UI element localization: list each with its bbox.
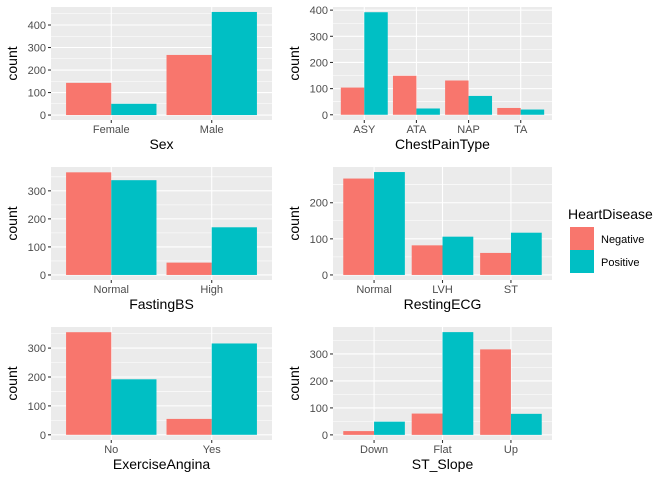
bar-normal-positive [374, 172, 405, 275]
x-tick-label: Normal [356, 284, 391, 296]
bar-normal-negative [66, 172, 112, 275]
y-tick-label: 0 [322, 110, 328, 122]
x-tick-label: Down [360, 444, 388, 456]
x-axis-title: ExerciseAngina [113, 456, 210, 472]
y-tick-label: 300 [310, 31, 328, 43]
x-axis-title: FastingBS [129, 296, 194, 312]
y-axis-title: count [286, 206, 302, 240]
x-tick-label: Flat [433, 444, 451, 456]
y-tick-label: 100 [310, 234, 328, 246]
bar-lvh-negative [411, 245, 443, 275]
bar-ata-negative [392, 75, 417, 115]
y-tick-label: 300 [28, 43, 46, 55]
legend-label-positive: Positive [601, 257, 640, 269]
x-tick-label: Normal [94, 284, 129, 296]
y-tick-label: 400 [28, 20, 46, 32]
y-tick-label: 400 [310, 5, 328, 17]
bar-no-negative [66, 332, 112, 435]
bar-st-negative [480, 252, 511, 275]
y-tick-label: 300 [28, 186, 46, 198]
bar-female-negative [66, 82, 112, 116]
x-tick-label: Yes [203, 444, 221, 456]
panel-chestpaintype: 0 100 200 300 400 ASY ATA NAP TA ChestPainType cou… [286, 5, 552, 152]
y-tick-label: 0 [40, 270, 46, 282]
legend-key-positive [570, 250, 594, 273]
bar-female-positive [111, 103, 157, 116]
bar-normal-positive [111, 180, 157, 275]
bar-high-positive [211, 227, 257, 275]
y-tick-label: 200 [310, 198, 328, 210]
y-tick-label: 100 [28, 401, 46, 413]
legend-label-negative: Negative [601, 234, 644, 246]
y-tick-label: 0 [322, 430, 328, 442]
bar-high-negative [166, 262, 212, 275]
bar-no-positive [111, 379, 157, 435]
x-tick-label: Male [200, 124, 224, 136]
bar-up-negative [480, 349, 511, 435]
bar-yes-positive [211, 343, 257, 435]
x-tick-label: ST [504, 284, 518, 296]
x-axis-title: ChestPainType [395, 136, 490, 152]
y-tick-label: 100 [28, 242, 46, 254]
panel-sex: 0 100 200 300 400 Female Male Sex count [4, 7, 272, 152]
bar-yes-negative [166, 418, 212, 435]
bar-st-positive [510, 232, 542, 275]
x-axis-title: Sex [149, 136, 173, 152]
y-axis-title: count [4, 366, 20, 400]
x-tick-label: High [200, 284, 223, 296]
panel-st_slope: 0 100 200 300 Down Flat Up ST_Slope count [286, 327, 552, 472]
x-tick-label: Female [93, 124, 130, 136]
bar-nap-negative [445, 80, 469, 115]
x-tick-label: TA [514, 124, 528, 136]
x-tick-label: Up [504, 444, 518, 456]
y-tick-label: 200 [28, 65, 46, 77]
bar-flat-negative [411, 413, 443, 435]
y-tick-label: 200 [310, 57, 328, 69]
bar-asy-positive [364, 12, 388, 115]
y-axis-title: count [286, 46, 302, 80]
y-tick-label: 100 [28, 88, 46, 100]
y-tick-label: 100 [310, 84, 328, 96]
x-tick-label: No [104, 444, 118, 456]
y-tick-label: 0 [40, 110, 46, 122]
y-tick-label: 0 [322, 270, 328, 282]
panel-restingecg: 0 100 200 Normal LVH ST RestingECG count [286, 167, 552, 312]
bar-ta-negative [497, 107, 521, 115]
x-tick-label: ASY [353, 124, 376, 136]
y-tick-label: 200 [310, 376, 328, 388]
bar-down-positive [374, 421, 405, 435]
y-tick-label: 300 [28, 343, 46, 355]
bar-normal-negative [343, 178, 375, 275]
y-axis-title: count [286, 366, 302, 400]
bar-nap-positive [468, 95, 493, 115]
x-tick-label: LVH [432, 284, 453, 296]
panel-fastingbs: 0 100 200 300 Normal High FastingBS count [4, 167, 272, 312]
y-tick-label: 100 [310, 403, 328, 415]
x-axis-title: RestingECG [404, 296, 482, 312]
x-axis-title: ST_Slope [412, 456, 474, 472]
bar-down-negative [343, 431, 375, 435]
y-tick-label: 300 [310, 349, 328, 361]
x-tick-label: ATA [407, 124, 427, 136]
bar-male-negative [166, 54, 212, 116]
legend: HeartDisease Negative Positive [568, 206, 653, 273]
y-axis-title: count [4, 46, 20, 80]
x-tick-label: NAP [457, 124, 480, 136]
bar-up-positive [510, 413, 542, 435]
legend-key-negative [570, 227, 594, 250]
y-tick-label: 200 [28, 214, 46, 226]
legend-title: HeartDisease [568, 206, 653, 222]
bar-ata-positive [416, 108, 440, 115]
bar-ta-positive [520, 109, 545, 115]
y-tick-label: 200 [28, 372, 46, 384]
y-tick-label: 0 [40, 430, 46, 442]
y-axis-title: count [4, 206, 20, 240]
bar-male-positive [211, 11, 257, 116]
bar-asy-negative [340, 87, 365, 115]
bar-lvh-positive [442, 236, 474, 275]
bar-flat-positive [442, 332, 474, 435]
